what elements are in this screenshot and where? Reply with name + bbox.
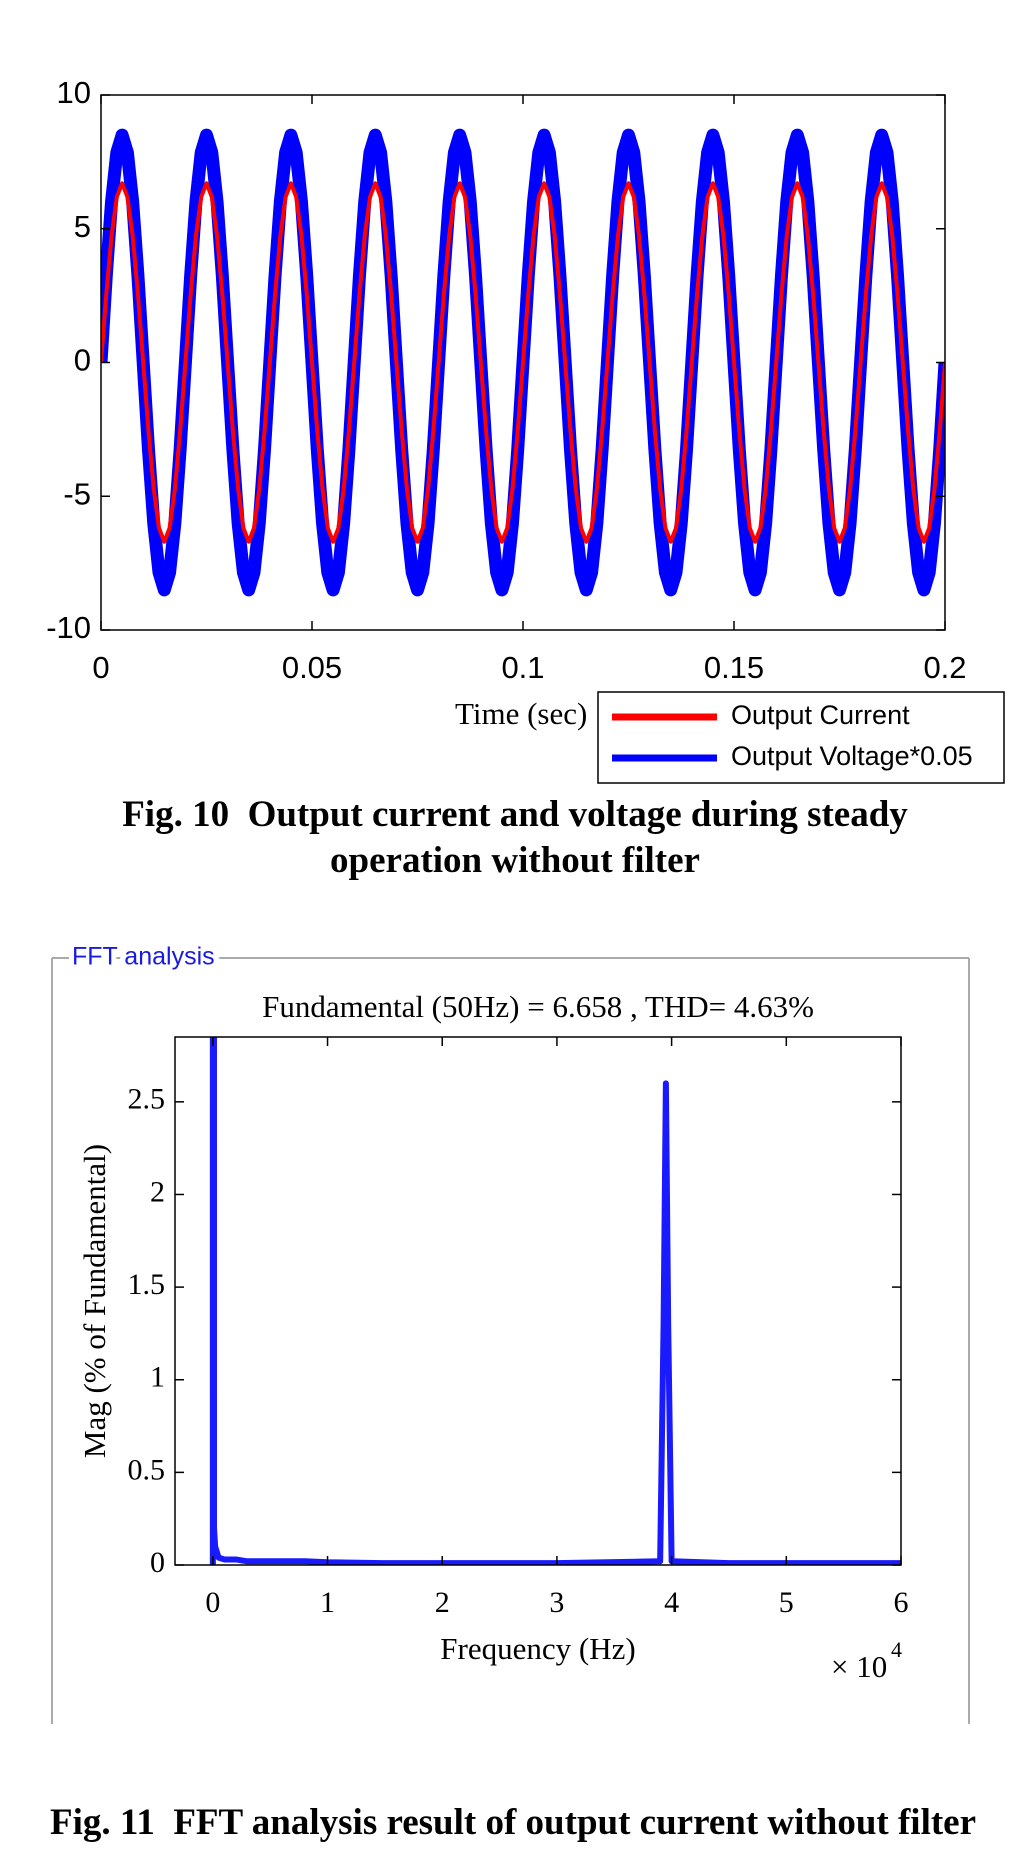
chart-title: Fundamental (50Hz) = 6.658 , THD= 4.63% <box>262 989 814 1024</box>
x-multiplier: × 10 <box>831 1649 887 1684</box>
x-tick-label: 3 <box>549 1586 564 1619</box>
y-tick-label: 0 <box>74 343 91 378</box>
x-axis-label: Frequency (Hz) <box>440 1631 635 1666</box>
x-multiplier-exponent: 4 <box>891 1637 902 1662</box>
plot-area <box>175 1037 901 1565</box>
series-line <box>101 181 945 544</box>
series-line <box>209 1037 901 1565</box>
y-tick-label: 5 <box>74 209 91 244</box>
y-tick-label: 2.5 <box>128 1083 166 1116</box>
y-tick-label: 1 <box>150 1361 165 1394</box>
y-tick-label: -5 <box>63 476 91 511</box>
y-tick-label: 0 <box>150 1546 165 1579</box>
x-tick-label: 2 <box>435 1586 450 1619</box>
x-tick-label: 5 <box>779 1586 794 1619</box>
x-tick-label: 1 <box>320 1586 335 1619</box>
y-tick-label: 0.5 <box>128 1453 166 1486</box>
panel-title: FFT analysis <box>72 943 215 971</box>
legend-label: Output Current <box>731 700 910 730</box>
caption: Fig. 10 Output current and voltage durin… <box>122 794 918 881</box>
x-tick-label: 6 <box>894 1586 909 1619</box>
y-tick-label: 10 <box>57 75 91 110</box>
legend-box <box>597 691 1005 784</box>
x-tick-label: 0.2 <box>923 650 966 685</box>
caption: Fig. 11 FFT analysis result of output cu… <box>49 1802 977 1843</box>
legend-label: Output Voltage*0.05 <box>731 741 973 771</box>
x-axis-label: Time (sec) <box>455 696 587 731</box>
y-tick-label: 2 <box>150 1175 165 1208</box>
y-tick-label: 1.5 <box>128 1268 166 1301</box>
y-axis-label: Mag (% of Fundamental) <box>77 1144 112 1458</box>
x-tick-label: 0.15 <box>704 650 764 685</box>
x-tick-label: 4 <box>664 1586 679 1619</box>
axes-box <box>174 1036 902 1566</box>
x-tick-label: 0.1 <box>501 650 544 685</box>
x-tick-label: 0.05 <box>282 650 342 685</box>
x-tick-label: 0 <box>205 1586 220 1619</box>
y-tick-label: -10 <box>46 610 91 645</box>
x-tick-label: 0 <box>92 650 109 685</box>
